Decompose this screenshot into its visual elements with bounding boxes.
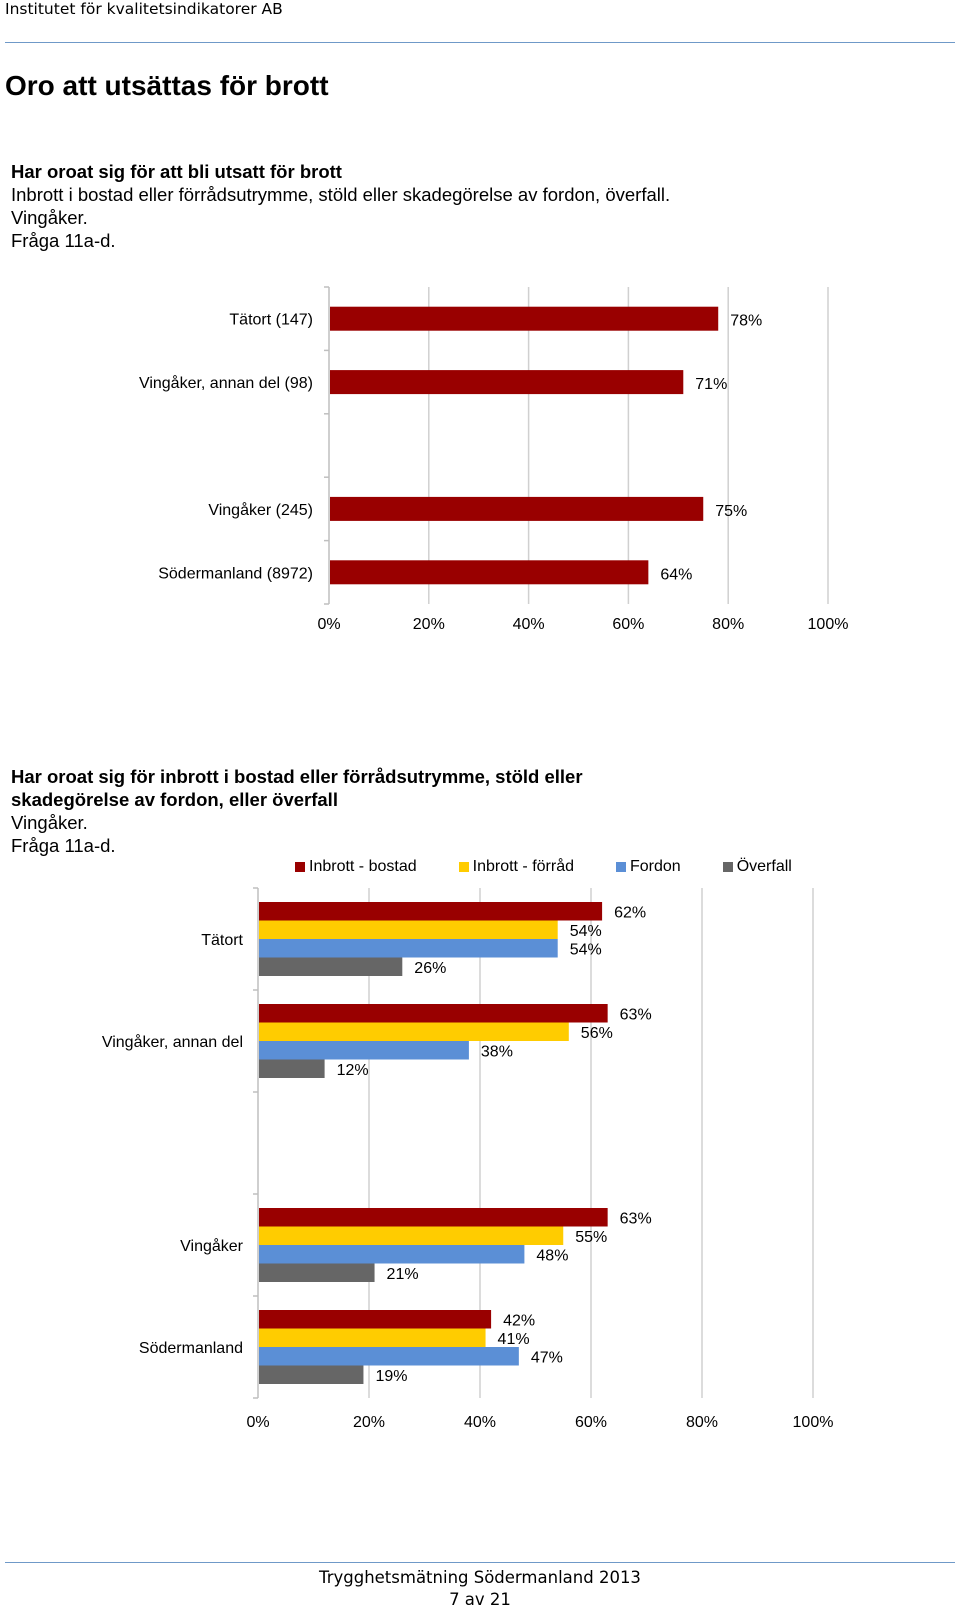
chart2-category-label: Tätort [201,932,243,949]
chart1-x-tick-label: 60% [612,616,644,633]
header-rule [5,42,955,43]
chart2-bar-overfall [259,1059,325,1078]
chart1-data-label: 71% [695,376,727,393]
chart1-subtitle: Inbrott i bostad eller förrådsutrymme, s… [11,184,671,205]
chart1-bar [330,370,684,395]
chart1-bar [330,306,719,331]
chart1-category-label: Vingåker, annan del (98) [139,374,313,392]
chart1-data-label: 64% [660,566,692,583]
chart2-x-tick-label: 0% [246,1414,269,1431]
legend-label-overfall: Överfall [736,858,792,875]
chart1-x-tick-label: 40% [513,616,545,633]
footer-rule [5,1562,955,1563]
chart2-data-label-overfall: 12% [337,1062,369,1079]
chart2-data-label-fordon: 54% [570,942,602,959]
legend-swatch-inbrott-forrad [458,862,469,872]
chart2-data-label-inbrott-forrad: 56% [581,1025,613,1042]
chart2-bar-fordon [259,939,558,958]
chart2-category-label: Södermanland [139,1340,243,1357]
chart2-title: Har oroat sig för inbrott i bostad eller… [11,766,583,810]
chart2-bar-fordon [259,1347,519,1366]
chart1-title: Har oroat sig för att bli utsatt för bro… [11,161,342,182]
chart1-x-tick-label: 80% [712,616,744,633]
chart2-bar-inbrott-forrad [259,1328,486,1347]
chart2-data-label-inbrott-bostad: 63% [620,1007,652,1024]
chart2-bar-overfall [259,1263,375,1282]
chart2-x-tick-label: 80% [686,1414,718,1431]
chart1-bar [330,496,704,521]
chart1-plot: 0% 20% 40% 60% 80% 100% Tätort (147) 78% Vingåke… [139,286,849,633]
chart2-data-label-inbrott-forrad: 41% [498,1331,530,1348]
legend-item-inbrott-forrad: Inbrott - förråd [458,858,574,876]
chart2-bar-inbrott-forrad [259,1022,569,1041]
chart2-data-label-fordon: 38% [481,1044,513,1061]
chart2-data-label-overfall: 19% [375,1368,407,1385]
chart2-x-tick-label: 100% [793,1414,834,1431]
chart2-bar-inbrott-forrad [259,1226,564,1245]
chart2-data-label-overfall: 26% [414,960,446,977]
chart2-data-label-inbrott-bostad: 42% [503,1313,535,1330]
chart2-question: Fråga 11a-d. [11,835,116,856]
chart2-heading: Har oroat sig för inbrott i bostad eller… [11,765,671,857]
chart1-bar [330,560,649,585]
chart2-bar-inbrott-bostad [259,1004,608,1023]
chart1-category-label: Södermanland (8972) [158,565,313,582]
page-number: 7 av 21 [449,1590,511,1609]
chart2-bar-inbrott-bostad [259,1310,492,1329]
legend-swatch-inbrott-bostad [295,862,305,872]
legend-swatch-overfall [722,862,733,872]
chart1-question: Fråga 11a-d. [11,230,116,251]
chart1-x-tick-label: 100% [808,616,849,633]
chart2-legend: Inbrott - bostad Inbrott - förråd Fordon… [295,858,834,876]
chart2-data-label-inbrott-bostad: 62% [614,905,646,922]
chart1-data-label: 75% [715,503,747,520]
chart2-bar-inbrott-bostad [259,902,603,921]
chart1-x-tick-label: 0% [317,616,340,633]
legend-item-overfall: Överfall [722,858,792,876]
chart2-x-tick-label: 40% [464,1414,496,1431]
chart2-category-label: Vingåker [180,1237,244,1255]
chart2-bar-inbrott-forrad [259,920,558,939]
chart2-bar-fordon [259,1041,469,1060]
footer-title: Trygghetsmätning Södermanland 2013 [319,1568,641,1587]
legend-label-fordon: Fordon [630,858,681,875]
chart2-category-label: Vingåker, annan del [102,1033,243,1051]
chart1-category-label: Tätort (147) [229,312,313,329]
legend-label-inbrott-forrad: Inbrott - förråd [472,858,574,875]
chart2-bar-overfall [259,957,403,976]
page-title: Oro att utsättas för brott [5,70,329,101]
chart2-x-tick-label: 20% [353,1414,385,1431]
chart2-data-label-inbrott-forrad: 55% [575,1229,607,1246]
chart2-data-label-fordon: 48% [536,1248,568,1265]
chart2-data-label-overfall: 21% [387,1266,419,1283]
legend-item-fordon: Fordon [616,858,681,876]
chart1-category-label: Vingåker (245) [208,501,313,519]
legend-label-inbrott-bostad: Inbrott - bostad [309,858,417,875]
organization-name: Institutet för kvalitetsindikatorer AB [5,0,283,18]
chart1-location: Vingåker. [11,207,88,228]
chart1-heading: Har oroat sig för att bli utsatt för bro… [11,160,911,252]
legend-item-inbrott-bostad: Inbrott - bostad [295,858,417,876]
chart2-data-label-fordon: 47% [531,1350,563,1367]
legend-swatch-fordon [616,862,626,872]
chart1-x-tick-label: 20% [413,616,445,633]
chart2-x-tick-label: 60% [575,1414,607,1431]
chart2-bar-fordon [259,1245,525,1264]
chart2-location: Vingåker. [11,812,88,833]
chart2-data-label-inbrott-bostad: 63% [620,1211,652,1228]
chart1-data-label: 78% [730,313,762,330]
chart2-bar-inbrott-bostad [259,1208,608,1227]
chart2-bar-overfall [259,1365,364,1384]
chart2-data-label-inbrott-forrad: 54% [570,923,602,940]
